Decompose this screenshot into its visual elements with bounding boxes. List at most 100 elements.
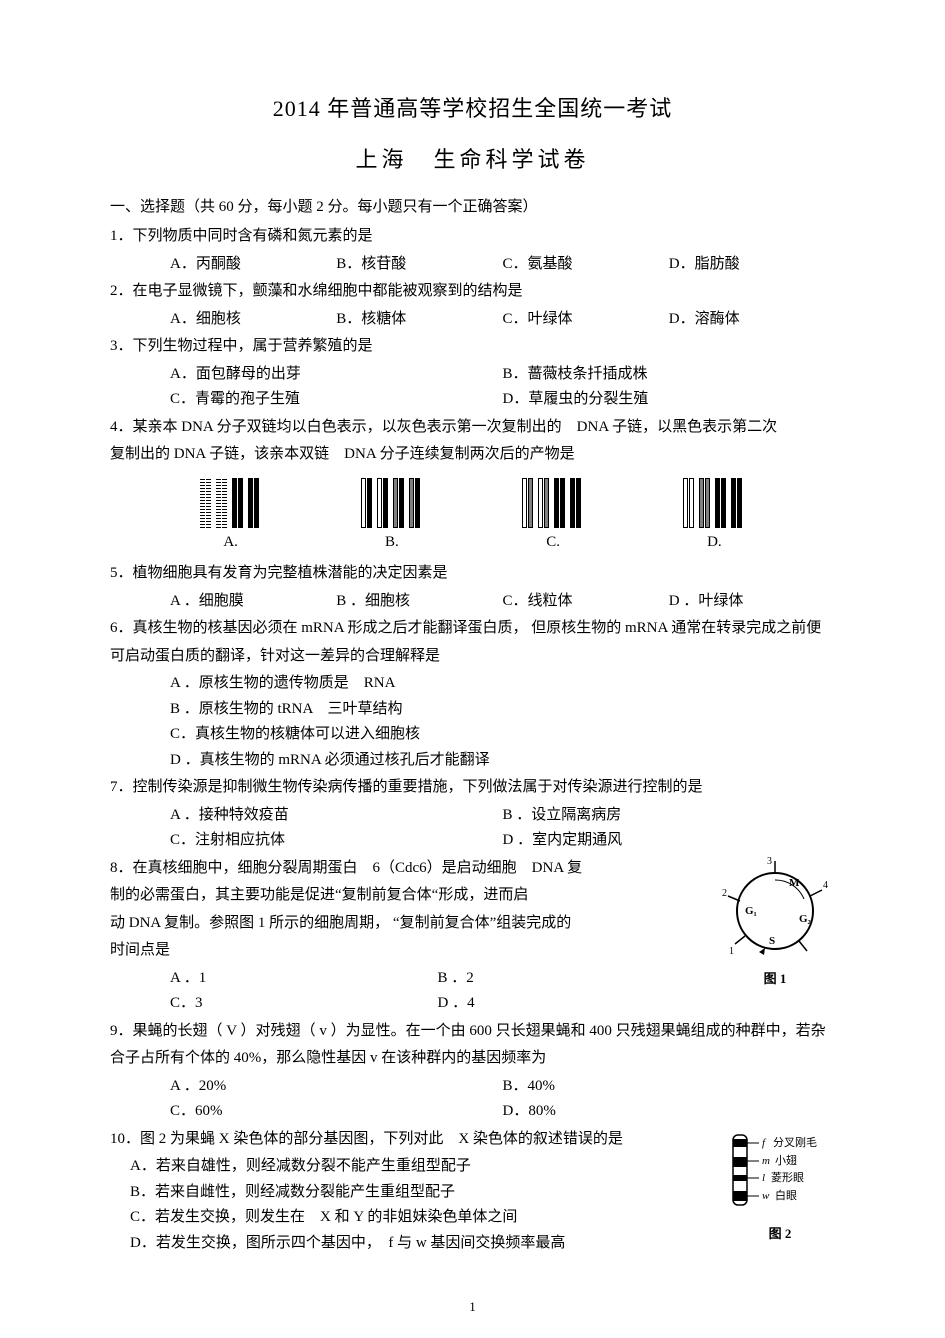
question-4: 4．某亲本 DNA 分子双链均以白色表示，以灰色表示第一次复制出的 DNA 子链… bbox=[110, 415, 835, 556]
q1-optA: A．丙酮酸 bbox=[170, 252, 336, 278]
q10-num: 10 bbox=[110, 1131, 125, 1147]
svg-text:f: f bbox=[762, 1137, 767, 1149]
q2-optB: B．核糖体 bbox=[336, 307, 502, 333]
q3-optA: A．面包酵母的出芽 bbox=[170, 362, 503, 388]
q6-optA: A ．原核生物的遗传物质是 RNA bbox=[170, 671, 835, 697]
q6-optB: B ．原核生物的 tRNA 三叶草结构 bbox=[170, 697, 835, 723]
q1-num: 1 bbox=[110, 228, 118, 244]
q8-optD: D ．4 bbox=[438, 991, 706, 1017]
q9-optA: A ．20% bbox=[170, 1074, 503, 1100]
q2-optC: C．叶绿体 bbox=[503, 307, 669, 333]
question-3: 3．下列生物过程中，属于营养繁殖的是 A．面包酵母的出芽 B．蔷薇枝条扦插成株 … bbox=[110, 334, 835, 413]
q9-stem-l2: 合子占所有个体的 40%，那么隐性基因 v 在该种群内的基因频率为 bbox=[110, 1046, 835, 1072]
q6-stem-l1: ．真核生物的核基因必须在 mRNA 形成之后才能翻译蛋白质， 但原核生物的 mR… bbox=[118, 620, 822, 636]
svg-text:4: 4 bbox=[823, 880, 828, 891]
q7-optC: C．注射相应抗体 bbox=[170, 828, 503, 854]
q6-optD: D ．真核生物的 mRNA 必须通过核孔后才能翻译 bbox=[170, 748, 835, 774]
q9-num: 9 bbox=[110, 1023, 118, 1039]
q4-figD-label: D. bbox=[683, 530, 745, 556]
q6-num: 6 bbox=[110, 620, 118, 636]
svg-text:白眼: 白眼 bbox=[775, 1188, 797, 1202]
svg-text:w: w bbox=[762, 1190, 770, 1202]
svg-text:2: 2 bbox=[722, 888, 727, 899]
q5-optA: A ．细胞膜 bbox=[170, 589, 336, 615]
q7-optD: D ．室内定期通风 bbox=[503, 828, 836, 854]
q7-stem: ．控制传染源是抑制微生物传染病传播的重要措施，下列做法属于对传染源进行控制的是 bbox=[118, 779, 703, 795]
q4-figB: B. bbox=[361, 478, 423, 556]
cell-cycle-diagram-icon: M G₂ S G₁ 3 4 2 1 bbox=[715, 856, 835, 966]
q4-stem-l1: ．某亲本 DNA 分子双链均以白色表示，以灰色表示第一次复制出的 DNA 子链，… bbox=[118, 419, 778, 435]
svg-text:G₁: G₁ bbox=[745, 905, 757, 917]
exam-page: 2014 年普通高等学校招生全国统一考试 上海 生命科学试卷 一、选择题（共 6… bbox=[0, 0, 945, 1338]
question-2: 2．在电子显微镜下，颤藻和水绵细胞中都能被观察到的结构是 A．细胞核 B．核糖体… bbox=[110, 279, 835, 332]
title-sub: 上海 生命科学试卷 bbox=[110, 141, 835, 178]
q9-optD: D．80% bbox=[503, 1099, 836, 1125]
question-10: f 分叉刚毛 m 小翅 l 菱形眼 w 白眼 图 2 10．图 2 为果蝇 X … bbox=[110, 1127, 835, 1257]
q3-optD: D．草履虫的分裂生殖 bbox=[503, 387, 836, 413]
svg-text:分叉刚毛: 分叉刚毛 bbox=[773, 1136, 817, 1149]
q4-figA-label: A. bbox=[200, 530, 262, 556]
q2-num: 2 bbox=[110, 283, 118, 299]
q1-optB: B．核苷酸 bbox=[336, 252, 502, 278]
q3-optC: C．青霉的孢子生殖 bbox=[170, 387, 503, 413]
q8-optC: C．3 bbox=[170, 991, 438, 1017]
q3-stem: ．下列生物过程中，属于营养繁殖的是 bbox=[118, 338, 373, 354]
q5-stem: ．植物细胞具有发育为完整植株潜能的决定因素是 bbox=[118, 565, 448, 581]
q2-optD: D．溶酶体 bbox=[669, 307, 835, 333]
q4-figC: C. bbox=[522, 478, 584, 556]
q5-num: 5 bbox=[110, 565, 118, 581]
section-1-header: 一、选择题（共 60 分，每小题 2 分。每小题只有一个正确答案） bbox=[110, 195, 835, 221]
q2-optA: A．细胞核 bbox=[170, 307, 336, 333]
q9-optC: C．60% bbox=[170, 1099, 503, 1125]
q8-figure: M G₂ S G₁ 3 4 2 1 图 1 bbox=[715, 856, 835, 990]
q10-figure: f 分叉刚毛 m 小翅 l 菱形眼 w 白眼 图 2 bbox=[725, 1131, 835, 1245]
q3-num: 3 bbox=[110, 338, 118, 354]
q2-stem: ．在电子显微镜下，颤藻和水绵细胞中都能被观察到的结构是 bbox=[118, 283, 523, 299]
q4-figD: D. bbox=[683, 478, 745, 556]
q4-figC-label: C. bbox=[522, 530, 584, 556]
q7-optA: A ．接种特效疫苗 bbox=[170, 803, 503, 829]
q6-optC: C．真核生物的核糖体可以进入细胞核 bbox=[170, 722, 835, 748]
question-9: 9．果蝇的长翅（ V ）对残翅（ v ）为显性。在一个由 600 只长翅果蝇和 … bbox=[110, 1019, 835, 1125]
q5-optB: B ．细胞核 bbox=[336, 589, 502, 615]
q8-stem-l1: ．在真核细胞中，细胞分裂周期蛋白 6（Cdc6）是启动细胞 DNA 复 bbox=[118, 860, 583, 876]
q7-optB: B ．设立隔离病房 bbox=[503, 803, 836, 829]
question-8: M G₂ S G₁ 3 4 2 1 图 1 8．在真核细胞中，细胞分裂周期蛋白 … bbox=[110, 856, 835, 1017]
svg-text:l: l bbox=[762, 1172, 765, 1184]
q9-optB: B．40% bbox=[503, 1074, 836, 1100]
question-1: 1．下列物质中同时含有磷和氮元素的是 A．丙酮酸 B．核苷酸 C．氨基酸 D．脂… bbox=[110, 224, 835, 277]
page-number: 1 bbox=[0, 1296, 945, 1318]
question-5: 5．植物细胞具有发育为完整植株潜能的决定因素是 A ．细胞膜 B ．细胞核 C．… bbox=[110, 561, 835, 614]
svg-text:3: 3 bbox=[767, 856, 772, 867]
q4-stem-l2: 复制出的 DNA 子链，该亲本双链 DNA 分子连续复制两次后的产物是 bbox=[110, 442, 835, 468]
svg-text:M: M bbox=[789, 877, 800, 889]
q4-num: 4 bbox=[110, 419, 118, 435]
q8-optA: A ．1 bbox=[170, 966, 438, 992]
svg-text:S: S bbox=[769, 935, 775, 947]
svg-text:m: m bbox=[762, 1155, 770, 1167]
q4-figB-label: B. bbox=[361, 530, 423, 556]
q8-num: 8 bbox=[110, 860, 118, 876]
q5-optD: D ．叶绿体 bbox=[669, 589, 835, 615]
q3-optB: B．蔷薇枝条扦插成株 bbox=[503, 362, 836, 388]
q10-fig-caption: 图 2 bbox=[725, 1223, 835, 1245]
q4-figure-row: A. B. C. bbox=[150, 478, 795, 556]
chromosome-gene-map-icon: f 分叉刚毛 m 小翅 l 菱形眼 w 白眼 bbox=[725, 1131, 835, 1221]
q9-stem-l1: ．果蝇的长翅（ V ）对残翅（ v ）为显性。在一个由 600 只长翅果蝇和 4… bbox=[118, 1023, 826, 1039]
q7-num: 7 bbox=[110, 779, 118, 795]
q1-stem: ．下列物质中同时含有磷和氮元素的是 bbox=[118, 228, 373, 244]
q4-figA: A. bbox=[200, 478, 262, 556]
q8-fig-caption: 图 1 bbox=[715, 968, 835, 990]
question-7: 7．控制传染源是抑制微生物传染病传播的重要措施，下列做法属于对传染源进行控制的是… bbox=[110, 775, 835, 854]
svg-text:G₂: G₂ bbox=[799, 913, 812, 925]
question-6: 6．真核生物的核基因必须在 mRNA 形成之后才能翻译蛋白质， 但原核生物的 m… bbox=[110, 616, 835, 773]
title-main: 2014 年普通高等学校招生全国统一考试 bbox=[110, 90, 835, 127]
svg-text:小翅: 小翅 bbox=[775, 1153, 797, 1167]
q10-stem: ．图 2 为果蝇 X 染色体的部分基因图，下列对此 X 染色体的叙述错误的是 bbox=[125, 1131, 623, 1147]
q1-optD: D．脂肪酸 bbox=[669, 252, 835, 278]
svg-text:菱形眼: 菱形眼 bbox=[771, 1171, 804, 1184]
q1-optC: C．氨基酸 bbox=[503, 252, 669, 278]
q8-optB: B ．2 bbox=[438, 966, 706, 992]
svg-text:1: 1 bbox=[729, 946, 734, 957]
q5-optC: C．线粒体 bbox=[503, 589, 669, 615]
